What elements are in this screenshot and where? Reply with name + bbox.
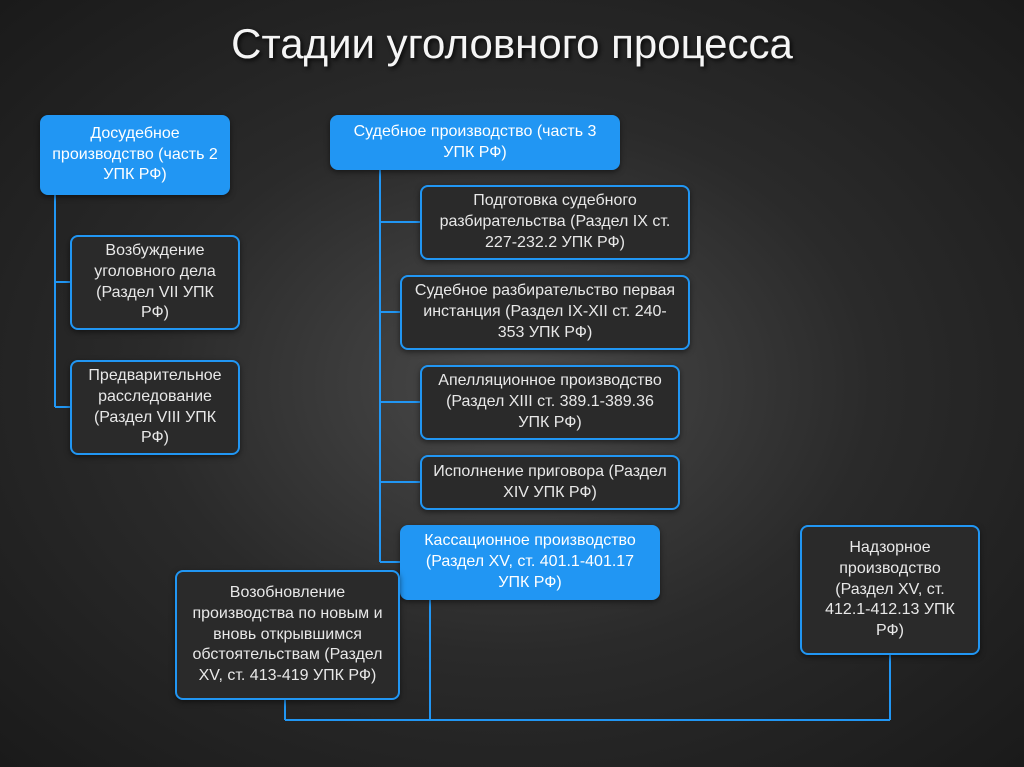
node-podgotovka: Подготовка судебного разбирательства (Ра… <box>420 185 690 260</box>
node-nadzor: Надзорное производство (Раздел XV, ст. 4… <box>800 525 980 655</box>
page-title: Стадии уголовного процесса <box>0 0 1024 68</box>
node-apell: Апелляционное производство (Раздел XIII … <box>420 365 680 440</box>
node-predvar: Предварительное расследование (Раздел VI… <box>70 360 240 455</box>
node-kassats: Кассационное производство (Раздел XV, ст… <box>400 525 660 600</box>
node-ispolnenie: Исполнение приговора (Раздел XIV УПК РФ) <box>420 455 680 510</box>
node-vozbuzh: Возбуждение уголовного дела (Раздел VII … <box>70 235 240 330</box>
node-razbir: Судебное разбирательство первая инстанци… <box>400 275 690 350</box>
node-sudebnoe: Судебное производство (часть 3 УПК РФ) <box>330 115 620 170</box>
node-vozobnov: Возобновление производства по новым и вн… <box>175 570 400 700</box>
node-dosudebnoe: Досудебное производство (часть 2 УПК РФ) <box>40 115 230 195</box>
